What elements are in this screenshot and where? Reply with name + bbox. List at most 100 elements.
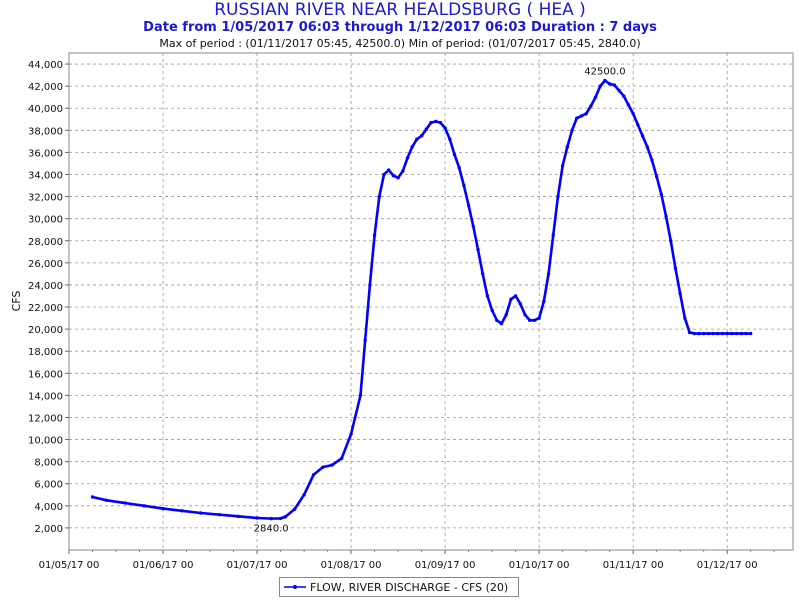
data-point xyxy=(236,514,240,519)
data-point xyxy=(570,128,574,133)
data-point xyxy=(584,112,588,116)
x-tick-label: 01/06/17 00 xyxy=(133,560,194,571)
data-point xyxy=(401,169,405,173)
data-point xyxy=(415,137,419,141)
data-point xyxy=(518,302,523,306)
data-point xyxy=(142,504,146,508)
data-point xyxy=(716,331,720,336)
y-tick-label: 14,000 xyxy=(28,391,63,402)
y-tick-label: 4,000 xyxy=(34,502,63,513)
data-point xyxy=(669,239,673,243)
data-point xyxy=(542,299,546,304)
data-point xyxy=(673,266,678,271)
data-point xyxy=(363,338,367,342)
data-point xyxy=(424,127,428,131)
data-point xyxy=(645,145,649,149)
data-point xyxy=(575,116,579,120)
legend-label: FLOW, RIVER DISCHARGE - CFS (20) xyxy=(310,580,509,594)
y-tick-label: 6,000 xyxy=(34,480,63,491)
y-tick-label: 36,000 xyxy=(28,148,63,159)
data-point xyxy=(481,272,485,276)
data-point xyxy=(504,313,508,317)
x-tick-label: 01/11/17 00 xyxy=(603,560,664,571)
y-tick-label: 2,000 xyxy=(34,524,63,535)
y-tick-label: 24,000 xyxy=(28,281,63,292)
data-point xyxy=(405,156,410,160)
data-point xyxy=(565,145,570,149)
y-tick-label: 18,000 xyxy=(28,347,63,358)
data-point xyxy=(278,516,283,521)
data-point xyxy=(654,174,659,179)
data-point xyxy=(631,112,635,116)
data-point xyxy=(466,203,471,208)
data-point xyxy=(650,158,654,162)
data-point xyxy=(410,145,414,149)
data-point xyxy=(434,119,438,124)
y-tick-label: 42,000 xyxy=(28,82,63,93)
data-point xyxy=(546,272,551,276)
data-point xyxy=(448,137,452,141)
data-point xyxy=(528,318,532,322)
data-point xyxy=(664,214,668,219)
data-point xyxy=(636,123,640,127)
data-point xyxy=(589,104,593,108)
chart-subtitle: Date from 1/05/2017 06:03 through 1/12/2… xyxy=(143,20,657,35)
legend: FLOW, RIVER DISCHARGE - CFS (20) xyxy=(279,577,519,597)
data-point xyxy=(377,194,381,199)
data-point xyxy=(659,192,664,197)
x-tick-label: 01/10/17 00 xyxy=(509,560,570,571)
series-group xyxy=(90,78,753,521)
y-tick-label: 20,000 xyxy=(28,325,63,336)
y-tick-label: 16,000 xyxy=(28,369,63,380)
data-point xyxy=(617,88,621,93)
y-axis: 2,000 4,000 6,000 8,000 10,000 12,000 14,000 16… xyxy=(28,60,69,535)
data-point xyxy=(692,331,696,336)
y-tick-label: 40,000 xyxy=(28,104,63,115)
data-point xyxy=(560,163,565,168)
y-tick-label: 34,000 xyxy=(28,170,63,181)
plot-area-frame xyxy=(68,52,794,551)
data-point xyxy=(537,316,541,320)
data-point xyxy=(697,331,701,336)
y-tick-label: 30,000 xyxy=(28,215,63,226)
data-point xyxy=(513,294,518,298)
data-point xyxy=(161,506,165,511)
annotation-label: 42500.0 xyxy=(584,67,625,78)
data-point xyxy=(419,134,424,138)
data-point xyxy=(509,297,513,301)
data-point xyxy=(386,168,391,172)
data-point xyxy=(744,331,748,336)
data-point xyxy=(339,456,344,461)
data-point xyxy=(485,294,490,298)
data-point xyxy=(626,103,631,107)
data-point xyxy=(640,134,645,138)
data-point xyxy=(396,176,400,180)
data-point xyxy=(330,463,334,467)
data-point xyxy=(382,172,386,177)
data-point xyxy=(429,120,433,125)
data-point xyxy=(349,432,353,436)
y-tick-label: 44,000 xyxy=(28,60,63,71)
data-point xyxy=(622,94,626,98)
x-tick-label: 01/07/17 00 xyxy=(227,560,288,571)
y-tick-label: 10,000 xyxy=(28,436,63,447)
data-point xyxy=(292,507,297,511)
series-line xyxy=(91,79,752,520)
x-tick-label: 01/09/17 00 xyxy=(415,560,476,571)
data-point xyxy=(678,292,682,296)
data-point xyxy=(499,321,504,326)
data-point xyxy=(255,516,259,520)
y-tick-label: 38,000 xyxy=(28,126,63,137)
data-point xyxy=(706,331,711,336)
data-point xyxy=(471,224,476,229)
data-point xyxy=(748,331,753,336)
data-point xyxy=(490,308,494,313)
data-point xyxy=(739,331,743,336)
x-tick-label: 01/05/17 00 xyxy=(39,560,100,571)
data-point xyxy=(90,495,95,499)
data-point xyxy=(302,493,306,497)
data-point xyxy=(476,247,480,252)
data-point xyxy=(457,166,461,170)
data-point xyxy=(683,316,687,320)
